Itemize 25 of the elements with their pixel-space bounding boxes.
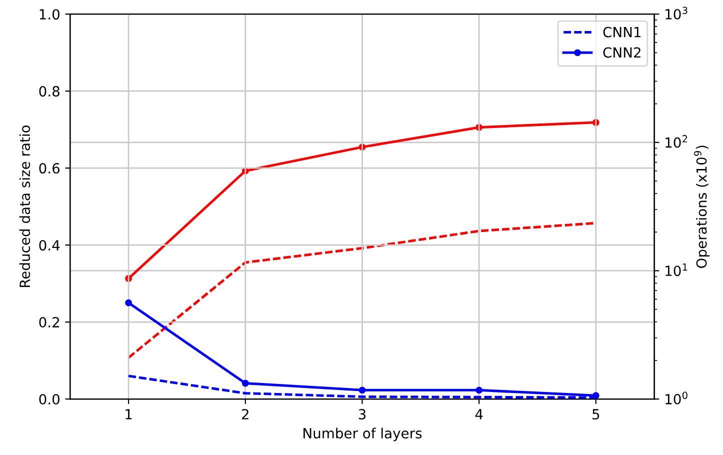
legend-label: CNN1 — [603, 26, 641, 38]
y2-axis-title: Operations (x10$^{9}$) — [694, 146, 710, 268]
x-tick-label: 3 — [358, 409, 366, 420]
point — [125, 299, 132, 306]
y-tick-label: 0.0 — [39, 394, 60, 405]
point — [358, 386, 366, 394]
point — [242, 380, 249, 387]
x-tick-label: 1 — [126, 409, 132, 420]
point — [592, 392, 600, 400]
legend-label: CNN2 — [603, 47, 640, 58]
y2-tick-label: 10$^{0}$ — [666, 392, 688, 404]
y2-tick-label: 10$^{1}$ — [666, 264, 688, 276]
y-tick-label: 1.0 — [40, 9, 60, 20]
y-tick-label: 0.2 — [39, 317, 60, 328]
x-tick-label: 5 — [592, 409, 600, 420]
point — [476, 386, 483, 394]
y-tick-label: 0.6 — [39, 163, 60, 174]
y2-tick-label: 10$^{2}$ — [666, 135, 688, 148]
y2-tick-label: 10$^{3}$ — [666, 6, 688, 20]
x-tick-label: 4 — [475, 409, 483, 420]
y-axis-title: Reduced data size ratio — [19, 125, 30, 288]
y-tick-label: 0.4 — [39, 240, 60, 251]
y-tick-label: 0.8 — [39, 86, 60, 97]
x-axis-title: Number of layers — [304, 428, 422, 442]
x-tick-label: 2 — [242, 409, 248, 420]
